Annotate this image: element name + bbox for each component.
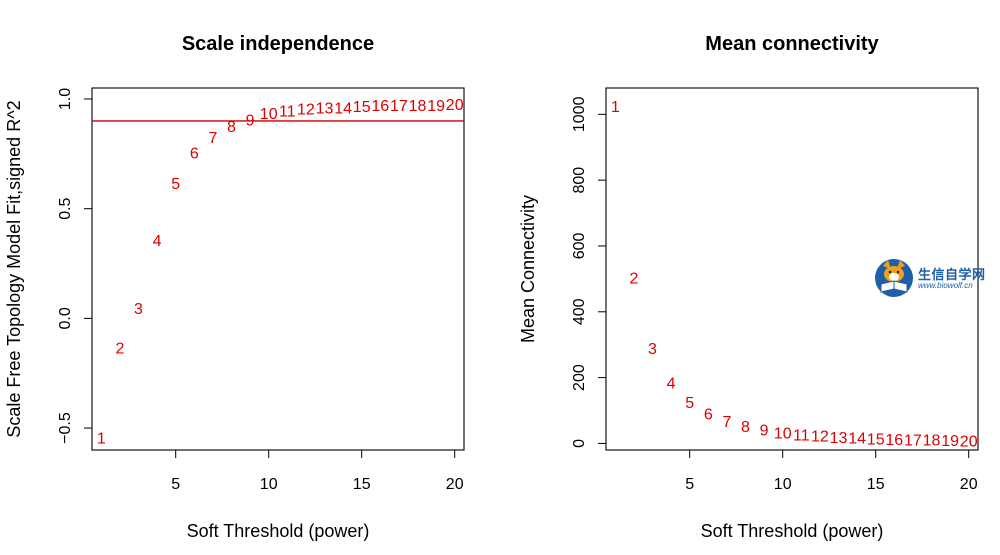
scale-independence-point-11: 11 (279, 104, 296, 121)
scale-independence-point-13: 13 (316, 100, 334, 117)
mean-connectivity-point-2: 2 (629, 270, 638, 287)
scale-independence-point-18: 18 (409, 98, 427, 115)
scale-independence-point-9: 9 (246, 112, 255, 129)
scale-independence-point-8: 8 (227, 119, 236, 136)
scale-independence-y-axis-label: Scale Free Topology Model Fit,signed R^2 (4, 100, 24, 437)
scale-independence-point-19: 19 (427, 98, 445, 115)
mean-connectivity-point-1: 1 (611, 99, 620, 116)
scale-independence-point-12: 12 (297, 101, 315, 118)
mean-connectivity-y-tick-label: 0 (571, 439, 588, 448)
scale-independence-y-tick-label: 0.5 (57, 197, 74, 219)
mean-connectivity-x-tick-label: 5 (685, 476, 694, 493)
mean-connectivity-y-tick-label: 400 (571, 298, 588, 325)
mean-connectivity-point-6: 6 (704, 407, 713, 424)
mean-connectivity-title: Mean connectivity (705, 33, 879, 55)
scale-independence-point-4: 4 (153, 233, 162, 250)
mean-connectivity-point-5: 5 (685, 395, 694, 412)
scale-independence-panel: Scale independence Soft Threshold (power… (4, 33, 465, 541)
mean-connectivity-point-7: 7 (722, 414, 731, 431)
scale-independence-y-tick-label: 1.0 (57, 88, 74, 110)
watermark: 生信自学网 www.biowolf.cn (872, 254, 998, 302)
mean-connectivity-point-9: 9 (760, 423, 769, 440)
scale-independence-point-10: 10 (260, 106, 278, 123)
scale-independence-point-20: 20 (446, 97, 464, 114)
mean-connectivity-y-tick-label: 1000 (571, 96, 588, 132)
scale-independence-y-tick-label: 0.0 (57, 307, 74, 329)
mean-connectivity-y-axis-label: Mean Connectivity (518, 195, 538, 343)
scale-independence-point-7: 7 (208, 130, 217, 147)
scale-independence-x-tick-label: 5 (171, 476, 180, 493)
mean-connectivity-y-tick-label: 800 (571, 167, 588, 194)
mean-connectivity-point-11: 11 (793, 427, 810, 444)
mean-connectivity-point-3: 3 (648, 341, 657, 358)
scale-independence-point-1: 1 (97, 431, 106, 448)
scale-independence-point-5: 5 (171, 176, 180, 193)
mean-connectivity-x-axis-label: Soft Threshold (power) (701, 521, 884, 541)
mean-connectivity-point-18: 18 (923, 433, 941, 450)
mean-connectivity-point-15: 15 (867, 431, 885, 448)
mean-connectivity-point-14: 14 (848, 431, 866, 448)
watermark-url: www.biowolf.cn (918, 281, 973, 290)
scale-independence-point-2: 2 (115, 341, 124, 358)
fox-reading-book-icon (875, 259, 913, 297)
scale-independence-y-tick-label: −0.5 (57, 412, 74, 444)
scale-independence-x-tick-label: 10 (260, 476, 278, 493)
mean-connectivity-point-20: 20 (960, 433, 978, 450)
mean-connectivity-point-8: 8 (741, 419, 750, 436)
scale-independence-point-15: 15 (353, 99, 371, 116)
mean-connectivity-plot-frame (605, 87, 979, 451)
scale-independence-point-6: 6 (190, 145, 199, 162)
scale-independence-plot-frame (91, 87, 465, 451)
watermark-text: 生信自学网 (918, 267, 986, 282)
mean-connectivity-point-10: 10 (774, 425, 792, 442)
scale-independence-point-17: 17 (390, 98, 408, 115)
mean-connectivity-y-tick-label: 600 (571, 233, 588, 260)
mean-connectivity-point-4: 4 (667, 376, 676, 393)
mean-connectivity-x-tick-label: 15 (867, 476, 885, 493)
scale-independence-x-axis-label: Soft Threshold (power) (187, 521, 370, 541)
mean-connectivity-point-13: 13 (830, 430, 848, 447)
scale-independence-point-14: 14 (334, 100, 352, 117)
mean-connectivity-point-16: 16 (885, 432, 903, 449)
mean-connectivity-x-tick-label: 20 (960, 476, 978, 493)
scale-independence-title: Scale independence (182, 33, 374, 55)
scale-independence-x-tick-label: 15 (353, 476, 371, 493)
mean-connectivity-point-12: 12 (811, 429, 829, 446)
mean-connectivity-point-19: 19 (941, 433, 959, 450)
scale-independence-x-tick-label: 20 (446, 476, 464, 493)
mean-connectivity-y-tick-label: 200 (571, 364, 588, 391)
scale-independence-point-3: 3 (134, 301, 143, 318)
mean-connectivity-x-tick-label: 10 (774, 476, 792, 493)
scale-independence-point-16: 16 (371, 98, 389, 115)
mean-connectivity-panel: Mean connectivity Soft Threshold (power)… (518, 33, 979, 541)
mean-connectivity-point-17: 17 (904, 432, 922, 449)
